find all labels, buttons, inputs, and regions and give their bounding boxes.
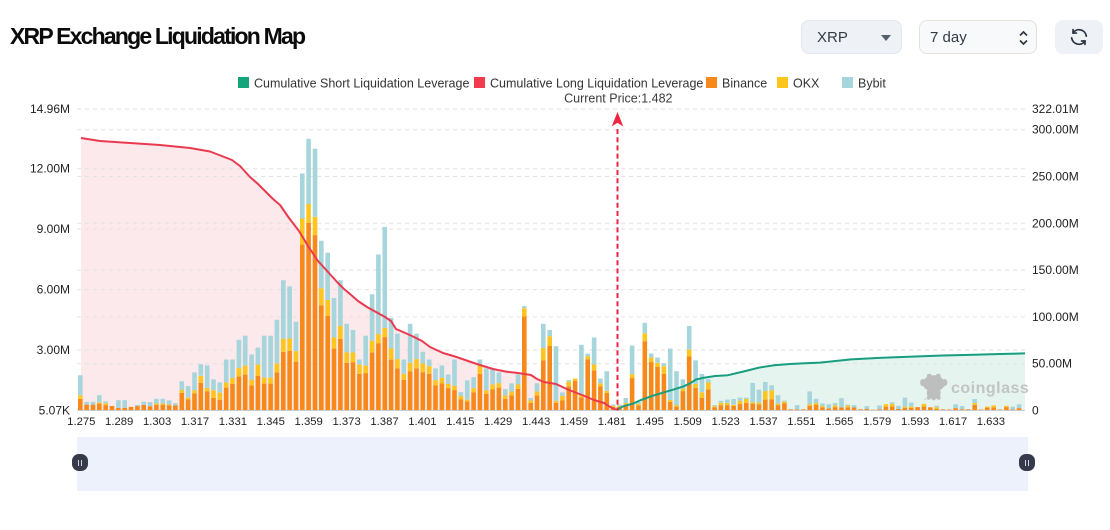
svg-text:Cumulative Long Liquidation Le: Cumulative Long Liquidation Leverage [490,77,703,91]
svg-text:1.633: 1.633 [977,416,1005,428]
svg-text:12.00M: 12.00M [30,162,70,176]
svg-text:322.01M: 322.01M [1032,102,1079,116]
svg-text:250.00M: 250.00M [1032,170,1079,184]
svg-text:1.345: 1.345 [257,416,285,428]
svg-text:1.275: 1.275 [67,416,95,428]
svg-text:1.565: 1.565 [825,416,853,428]
svg-text:0: 0 [1032,403,1039,417]
svg-text:1.495: 1.495 [636,416,664,428]
svg-text:1.551: 1.551 [787,416,815,428]
svg-text:1.359: 1.359 [295,416,323,428]
svg-text:1.579: 1.579 [863,416,891,428]
svg-text:50.00M: 50.00M [1032,357,1072,371]
svg-text:1.415: 1.415 [446,416,474,428]
svg-text:1.523: 1.523 [711,416,739,428]
svg-text:1.373: 1.373 [332,416,360,428]
svg-text:100.00M: 100.00M [1032,310,1079,324]
svg-text:Binance: Binance [722,77,767,91]
svg-text:1.317: 1.317 [181,416,209,428]
svg-text:Bybit: Bybit [858,77,886,91]
svg-text:1.617: 1.617 [939,416,967,428]
svg-text:1.429: 1.429 [484,416,512,428]
svg-text:1.459: 1.459 [560,416,588,428]
svg-text:1.443: 1.443 [522,416,550,428]
svg-text:1.537: 1.537 [749,416,777,428]
svg-text:OKX: OKX [793,77,820,91]
svg-text:1.303: 1.303 [143,416,171,428]
svg-text:Cumulative Short Liquidation L: Cumulative Short Liquidation Leverage [254,77,469,91]
svg-text:5.07K: 5.07K [39,403,70,417]
svg-text:9.00M: 9.00M [37,222,70,236]
svg-text:1.331: 1.331 [219,416,247,428]
svg-text:1.387: 1.387 [370,416,398,428]
svg-text:3.00M: 3.00M [37,343,70,357]
svg-text:300.00M: 300.00M [1032,123,1079,137]
svg-text:6.00M: 6.00M [37,283,70,297]
svg-text:150.00M: 150.00M [1032,263,1079,277]
svg-text:1.481: 1.481 [598,416,626,428]
svg-text:14.96M: 14.96M [30,102,70,116]
svg-text:Current Price:1.482: Current Price:1.482 [564,92,672,106]
svg-text:1.289: 1.289 [105,416,133,428]
svg-text:1.509: 1.509 [674,416,702,428]
svg-text:1.593: 1.593 [901,416,929,428]
svg-text:1.401: 1.401 [408,416,436,428]
svg-text:coinglass: coinglass [951,380,1029,397]
svg-text:200.00M: 200.00M [1032,216,1079,230]
